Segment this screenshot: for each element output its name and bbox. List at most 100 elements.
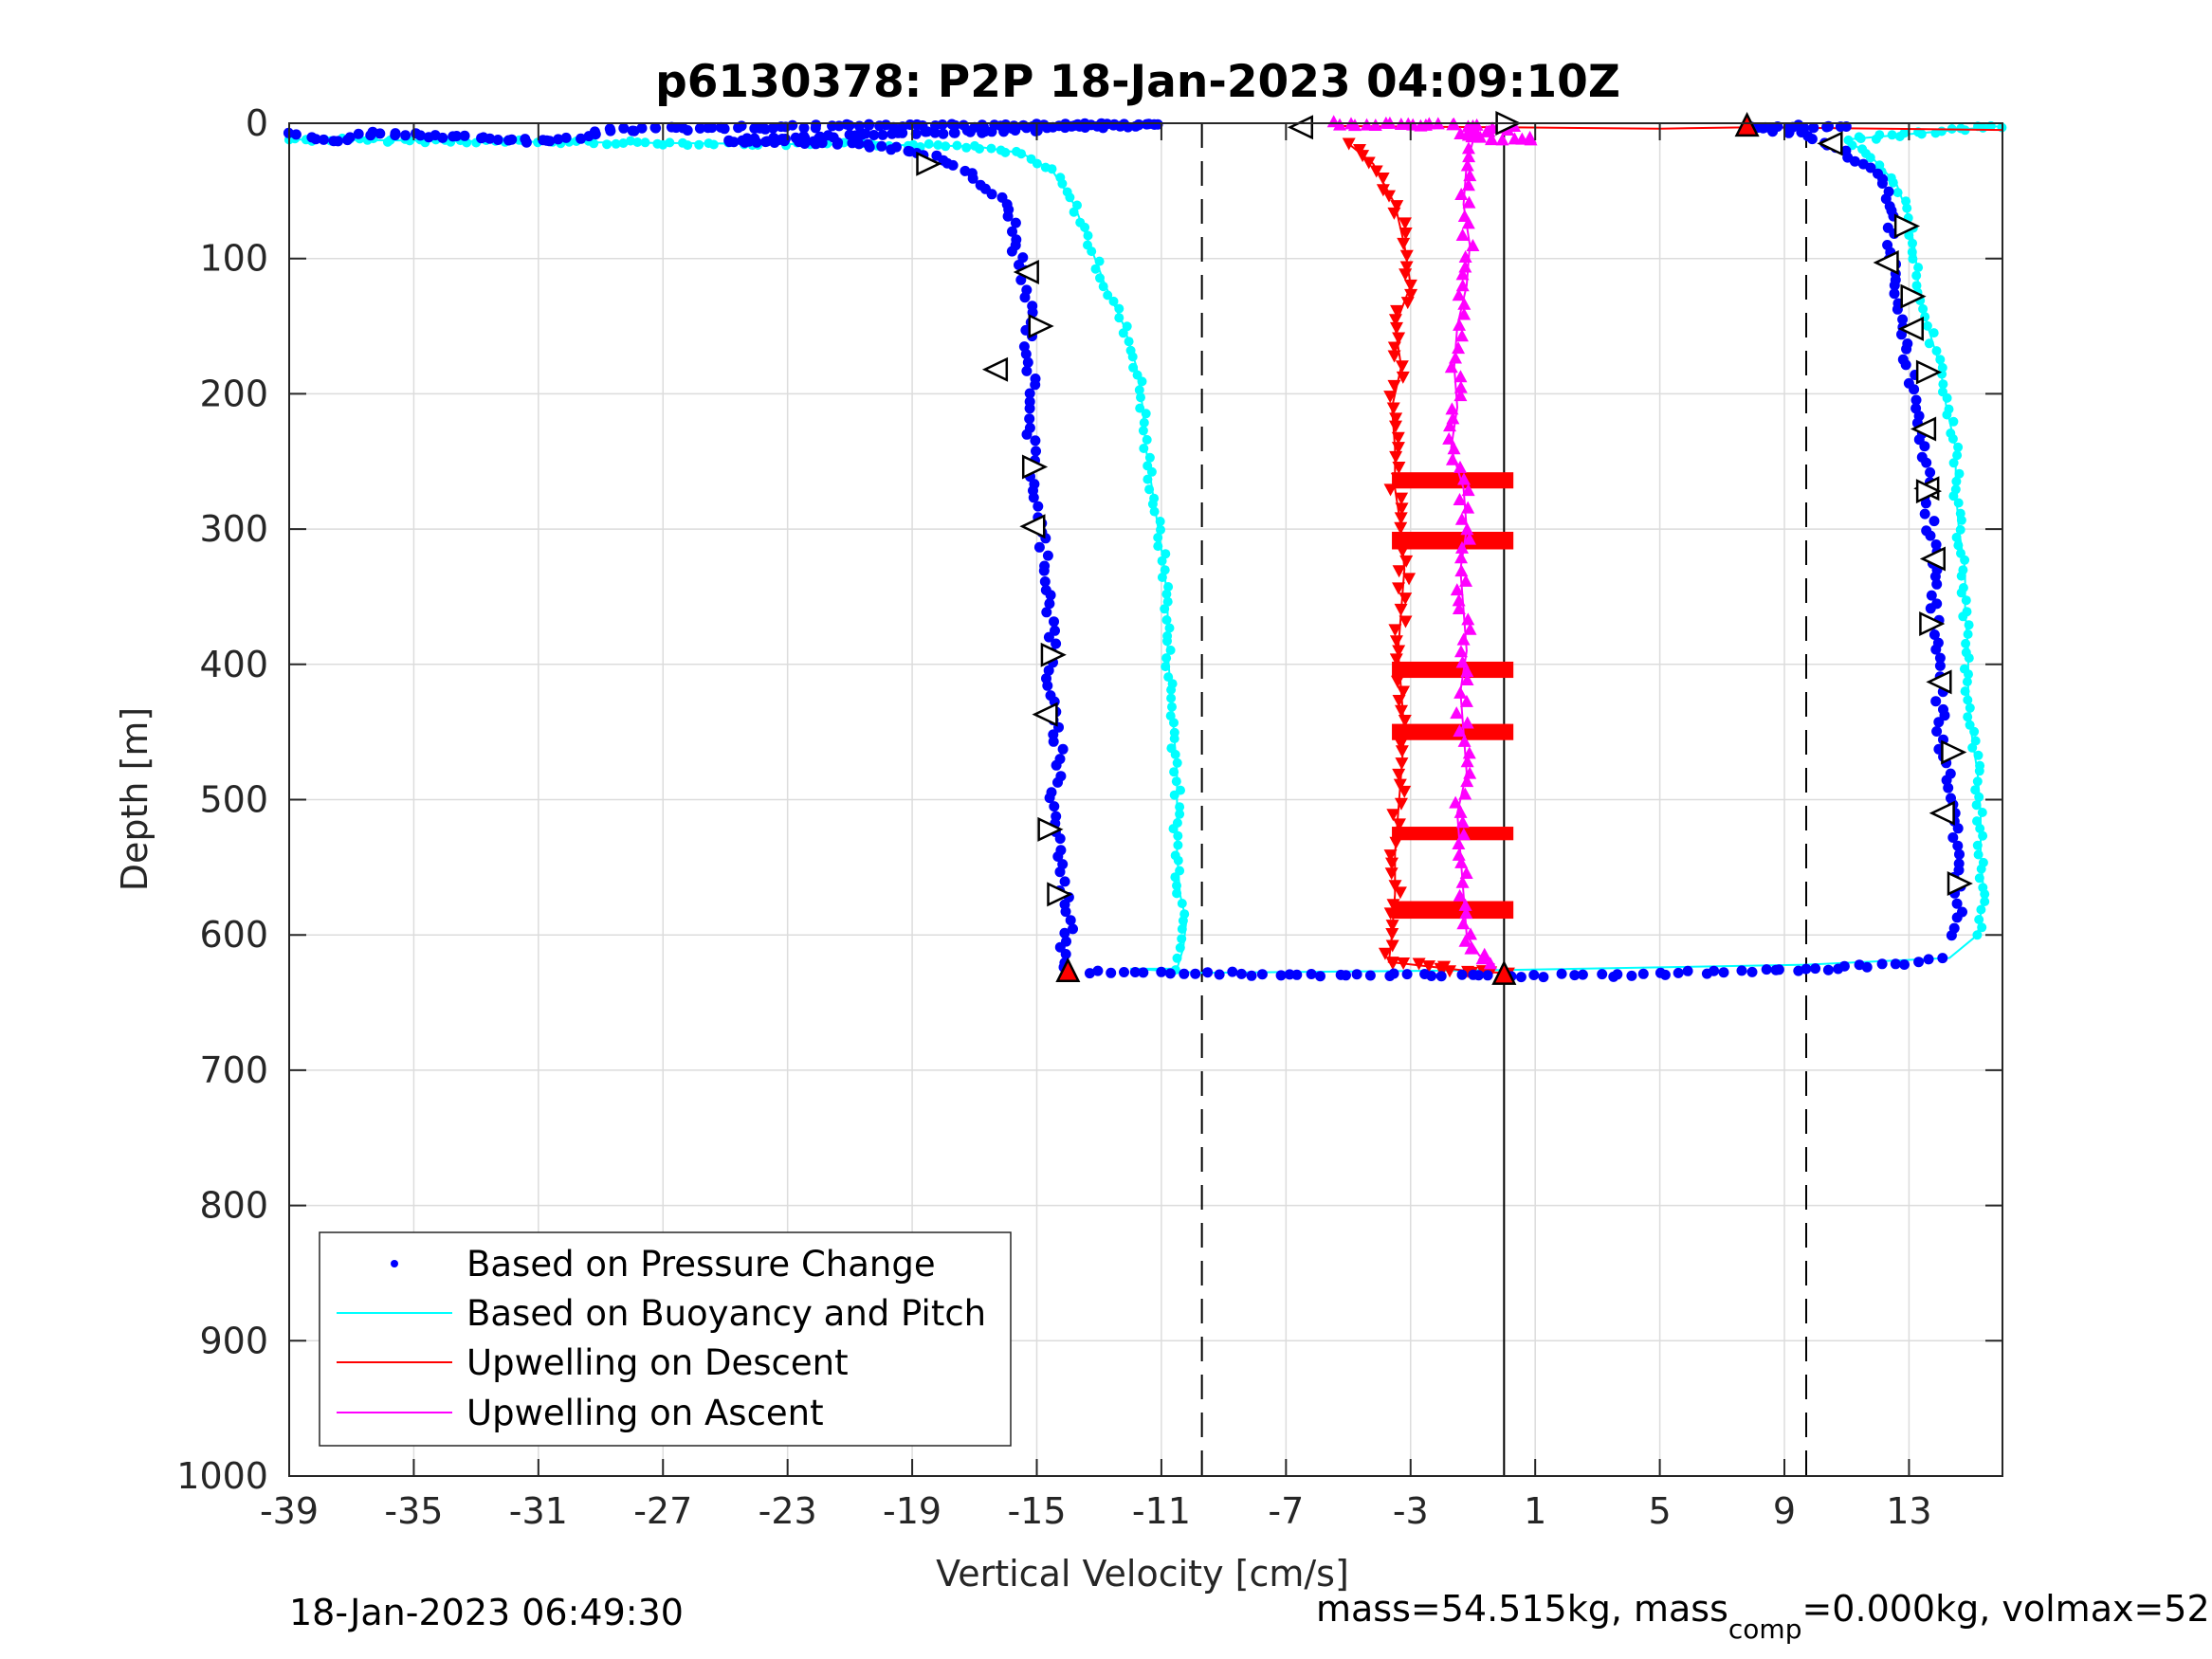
ascent-triangle [1461, 128, 1475, 141]
descent-triangle [1342, 137, 1356, 151]
buoyancy-point [1178, 916, 1188, 926]
pressure-point [1473, 970, 1484, 981]
buoyancy-point [1032, 158, 1042, 169]
buoyancy-point [1953, 540, 1964, 551]
pressure-point [1954, 848, 1965, 860]
y-tick-label: 800 [199, 1185, 268, 1227]
pressure-point [1929, 629, 1940, 640]
descent-triangle [1397, 957, 1411, 970]
buoyancy-point [1169, 734, 1179, 744]
ascent-triangle [1464, 927, 1478, 940]
descent-triangle [1394, 738, 1408, 751]
pressure-point [1761, 964, 1772, 975]
marker-left-triangle [1032, 702, 1058, 727]
y-axis: 0 100 200 300 400 500 600 700 800 900 1000 [176, 102, 2002, 1497]
buoyancy-point [1958, 583, 1968, 592]
descent-triangle [1369, 165, 1383, 178]
buoyancy-point [1173, 855, 1183, 866]
buoyancy-point [1095, 273, 1105, 283]
marker-right-triangle [1040, 642, 1067, 667]
pressure-point [1351, 969, 1362, 980]
descent-triangle [1388, 314, 1402, 327]
buoyancy-point [618, 138, 629, 148]
ascent-triangle [1455, 815, 1470, 829]
footer-mass-tail: =0.000kg, volmax=52885cc [1801, 1588, 2212, 1630]
descent-triangle [1392, 462, 1406, 475]
buoyancy-point [665, 137, 675, 148]
marker-left-triangle [1897, 316, 1924, 341]
reference-lines [1200, 123, 1808, 1476]
ascent-triangle [1454, 329, 1469, 342]
descent-triangle [1395, 360, 1409, 374]
pressure-point [484, 133, 496, 144]
pressure-point [1923, 954, 1934, 965]
buoyancy-point [1978, 883, 1988, 893]
descent-triangle [1384, 867, 1398, 881]
buoyancy-point [1169, 790, 1179, 800]
marker-left-triangle [1926, 669, 1952, 695]
buoyancy-point [1083, 230, 1093, 241]
pressure-point [459, 130, 470, 141]
pressure-point [1932, 637, 1944, 648]
x-tick-label: -31 [509, 1490, 568, 1532]
pressure-point [876, 140, 887, 152]
ascent-triangle [1480, 124, 1494, 137]
pressure-point [1925, 466, 1936, 478]
pressure-point [1577, 969, 1588, 980]
ascent-triangle [1454, 187, 1469, 200]
buoyancy-point [694, 139, 704, 150]
pressure-point [521, 137, 532, 148]
pressure-point [589, 126, 600, 137]
descent-band [1392, 723, 1514, 740]
buoyancy-point [1144, 484, 1155, 495]
buoyancy-point [1874, 130, 1885, 140]
buoyancy-point [1172, 881, 1181, 891]
buoyancy-point [683, 140, 693, 151]
buoyancy-point [1177, 924, 1187, 934]
buoyancy-point [952, 140, 962, 151]
pressure-point [1002, 210, 1014, 222]
pressure-point [694, 122, 705, 134]
descent-triangle [1388, 420, 1402, 433]
buoyancy-point [1139, 417, 1149, 428]
pressure-point [1010, 217, 1021, 228]
marker-left-triangle [1929, 800, 1955, 826]
descent-triangle [1394, 512, 1408, 525]
ascent-triangle [1475, 952, 1490, 965]
buoyancy-point [1908, 238, 1917, 248]
ascent-triangle [1460, 716, 1474, 729]
buoyancy-point [1946, 428, 1956, 438]
buoyancy-point [1161, 615, 1172, 625]
buoyancy-point [1103, 290, 1113, 301]
buoyancy-point [1886, 173, 1896, 183]
pressure-point [333, 136, 343, 147]
buoyancy-point [1161, 653, 1172, 664]
ascent-triangle [1455, 655, 1470, 668]
pressure-point [1930, 696, 1942, 707]
pressure-point [1214, 969, 1225, 980]
ascent-triangle [1456, 632, 1471, 646]
buoyancy-point [1974, 915, 1984, 924]
pressure-point [1897, 314, 1909, 325]
ascent-triangle [1457, 297, 1472, 310]
buoyancy-point [1016, 149, 1027, 159]
pressure-point [1910, 394, 1922, 406]
pressure-point [948, 127, 960, 138]
buoyancy-point [1153, 541, 1163, 552]
marker-left-triangle [1817, 131, 1843, 156]
pressure-point [1626, 970, 1637, 981]
chart-title: p6130378: P2P 18-Jan-2023 04:09:10Z [655, 56, 1620, 108]
buoyancy-point [1892, 188, 1903, 198]
descent-triangle [1390, 304, 1404, 318]
descent-band [1392, 472, 1514, 489]
descent-triangle [1395, 757, 1409, 771]
pressure-point [1059, 927, 1070, 939]
pressure-point [1926, 590, 1937, 601]
ascent-triangle [1463, 169, 1477, 182]
pressure-point [1024, 388, 1035, 399]
descent-triangle [1398, 592, 1413, 606]
pressure-point [1028, 492, 1039, 503]
pressure-point [1291, 969, 1303, 980]
buoyancy-point [1972, 840, 1983, 850]
pressure-point [1049, 616, 1059, 628]
